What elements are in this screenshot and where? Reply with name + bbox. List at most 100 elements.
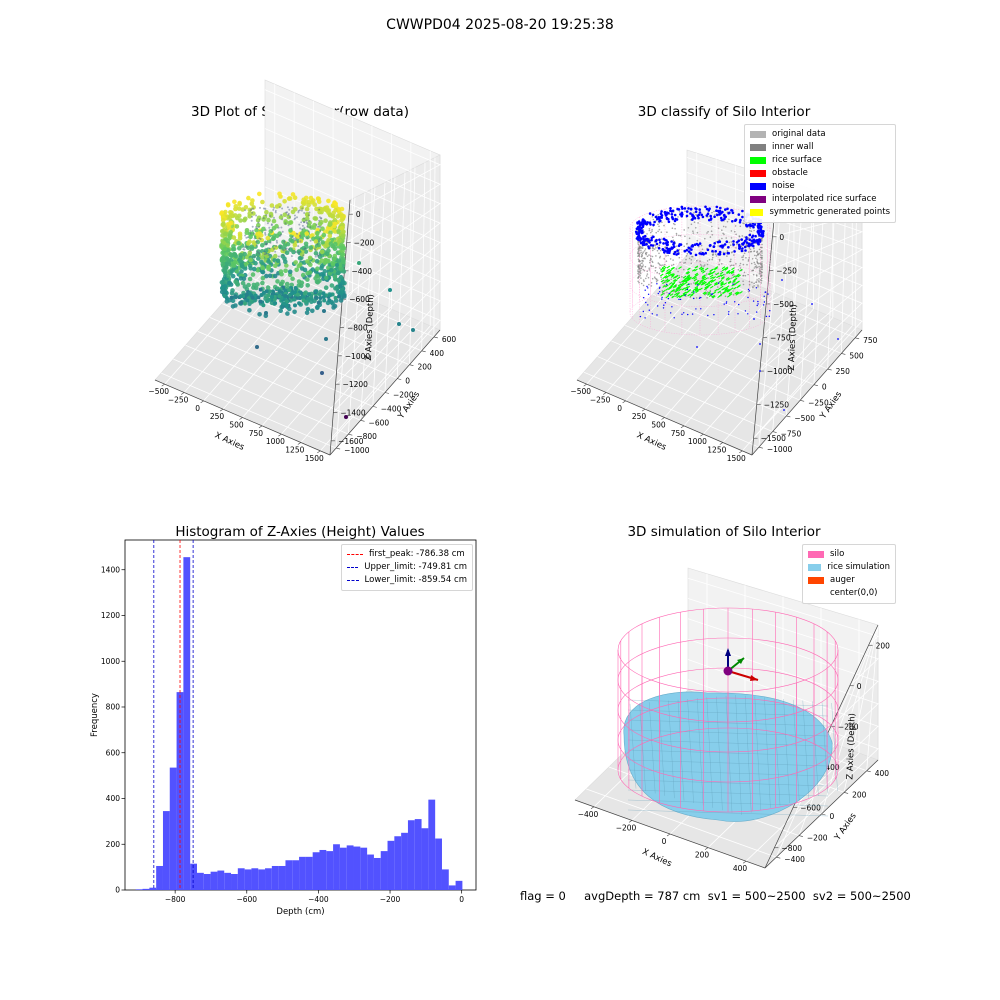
z-tick-label: −250 [776, 266, 797, 275]
raw-point [284, 281, 290, 287]
raw-point [286, 196, 292, 201]
raw-point [292, 309, 297, 315]
raw-point [318, 225, 321, 228]
y-tick [841, 353, 846, 355]
raw-point [285, 241, 291, 247]
y-tick-label: 0 [405, 377, 410, 386]
grid-line [597, 356, 773, 432]
raw-point [300, 272, 306, 278]
raw-point [259, 293, 264, 297]
grid-line [625, 275, 736, 402]
raw-point [255, 244, 258, 247]
raw-point [249, 244, 254, 250]
raw-point [294, 267, 300, 273]
raw-point [313, 276, 318, 281]
raw-point [220, 229, 225, 234]
raw-point [246, 282, 251, 288]
raw-point [285, 247, 288, 250]
grid-line [264, 108, 441, 243]
raw-point [268, 247, 271, 250]
raw-point [281, 207, 284, 210]
y-tick [433, 336, 438, 339]
raw-point [308, 211, 311, 214]
raw-point [268, 226, 271, 229]
raw-point [266, 264, 272, 270]
raw-point [291, 235, 294, 238]
raw-point [259, 259, 264, 265]
y-tick-label: 200 [852, 790, 867, 799]
raw-point [319, 229, 322, 232]
y-tick-label: −500 [794, 414, 815, 423]
x-tick [181, 392, 185, 395]
y-tick-label: −200 [393, 391, 414, 400]
raw-point [305, 283, 311, 288]
grid-line [173, 358, 349, 435]
y-tick-label: −400 [784, 855, 805, 864]
grid-line [638, 309, 815, 386]
raw-point [225, 202, 231, 208]
raw-point [307, 292, 311, 297]
raw-point [265, 285, 271, 290]
grid-line [264, 167, 441, 328]
raw-point [232, 213, 238, 218]
raw-point [296, 216, 298, 219]
raw-point [251, 215, 254, 218]
y-tick-label: −600 [369, 418, 390, 427]
raw-point [330, 260, 336, 266]
raw-point [249, 249, 252, 252]
y-tick-label: −400 [381, 404, 402, 413]
raw-point [332, 246, 338, 251]
x-tick-label: 1000 [266, 437, 285, 446]
raw-point [225, 243, 230, 248]
raw-point [340, 252, 346, 258]
raw-point [297, 255, 303, 261]
y-tick [776, 856, 781, 859]
grid-line [644, 283, 756, 410]
raw-point [327, 233, 333, 239]
raw-point [264, 289, 269, 294]
raw-point [298, 223, 301, 226]
x-tick-label: −500 [148, 387, 169, 396]
raw-point [278, 308, 284, 314]
z-tick-label: −600 [349, 295, 370, 304]
raw-point [243, 246, 246, 249]
z-tick-label: −750 [770, 334, 791, 343]
raw-point [275, 258, 281, 264]
x-tick-label: 0 [662, 837, 667, 846]
raw-point [290, 192, 296, 197]
x-tick-label: −500 [570, 387, 591, 396]
raw-point [319, 253, 322, 256]
outlier-point [411, 328, 415, 332]
y-tick-label: −200 [807, 834, 828, 843]
raw-point [228, 220, 234, 226]
raw-point [247, 308, 252, 313]
raw-point [335, 214, 341, 219]
x-tick [622, 400, 626, 404]
raw-point [333, 201, 339, 207]
grid-line [664, 292, 775, 418]
y-tick [372, 406, 377, 408]
x-tick [161, 383, 165, 387]
raw-point [278, 269, 284, 274]
raw-point [319, 258, 325, 264]
raw-point [330, 214, 335, 219]
raw-point [266, 293, 271, 298]
y-tick [421, 350, 426, 353]
raw-point [280, 213, 283, 216]
y-tick [821, 813, 826, 816]
raw-point [309, 239, 312, 242]
raw-point [271, 236, 277, 241]
raw-point [324, 275, 329, 281]
raw-point [275, 286, 280, 291]
raw-point [305, 219, 308, 222]
raw-point [316, 199, 322, 204]
raw-point [332, 274, 338, 279]
x-tick [739, 450, 743, 454]
grid-line [160, 372, 337, 449]
x-tick [742, 860, 747, 864]
raw-point [274, 223, 279, 229]
raw-point [234, 269, 240, 274]
raw-point [272, 208, 275, 211]
raw-point [255, 214, 258, 217]
raw-point [243, 301, 247, 306]
